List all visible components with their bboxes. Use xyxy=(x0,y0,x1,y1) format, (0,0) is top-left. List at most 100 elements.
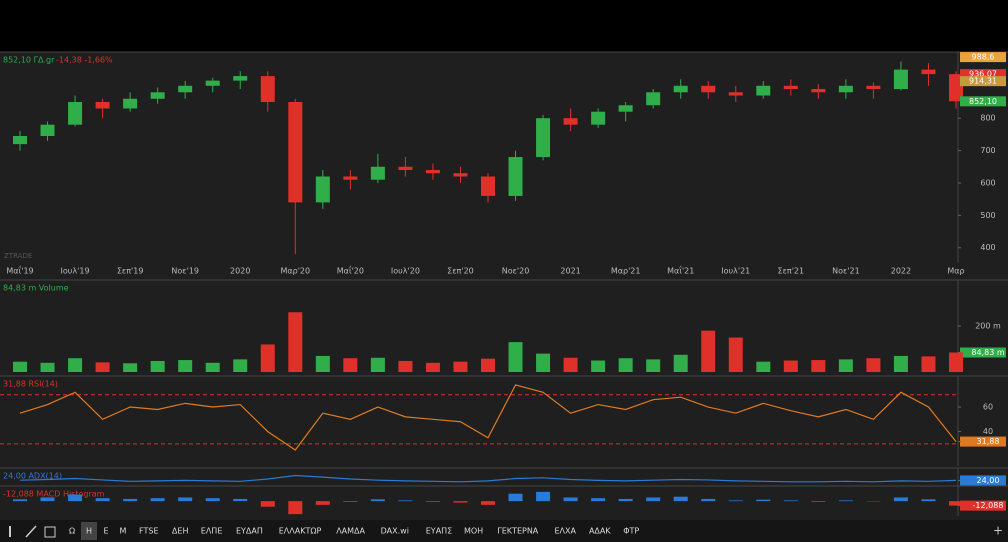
x-tick-label: Μαρ xyxy=(947,267,964,276)
candle-body xyxy=(13,136,27,145)
toolbar-button[interactable]: DAX.wi xyxy=(381,527,409,536)
x-tick-label: Μαΐ'20 xyxy=(337,265,364,276)
candle-body xyxy=(453,173,468,177)
histogram-bar xyxy=(343,501,358,502)
candle-body xyxy=(40,124,55,137)
price-marker xyxy=(960,76,1006,87)
candle-body xyxy=(260,76,275,102)
histogram-bar xyxy=(178,497,193,502)
toolbar-icon-grid xyxy=(44,526,56,538)
toolbar-button[interactable]: ΕΛΠΕ xyxy=(201,527,223,536)
toolbar-button[interactable]: H xyxy=(86,527,92,536)
histogram-bar xyxy=(260,501,275,507)
title-change: -14,38 -1,66% xyxy=(56,56,113,65)
candle-body xyxy=(701,85,716,93)
histogram-bar xyxy=(315,501,330,505)
volume-bar xyxy=(370,357,385,372)
histogram-bar xyxy=(150,498,165,502)
x-tick-label: Σεπ'20 xyxy=(447,267,474,276)
y-tick-label: 31,88 xyxy=(977,437,1000,446)
histogram-bar xyxy=(536,491,551,502)
toolbar-button[interactable]: ΕΥΔΑΠ xyxy=(236,527,263,536)
volume-bar xyxy=(673,354,688,372)
toolbar-button[interactable]: ΑΔΑΚ xyxy=(589,527,611,536)
y-tick-label: 40 xyxy=(983,427,993,436)
histogram-bar xyxy=(563,497,578,502)
watermark: ZTRADE xyxy=(4,252,32,260)
candle-body xyxy=(150,92,165,99)
candle-body xyxy=(563,118,578,125)
volume-bar xyxy=(40,362,55,372)
candle-body xyxy=(949,74,963,102)
histogram-bar xyxy=(95,498,110,502)
y-tick-label: 700 xyxy=(980,146,995,155)
toolbar-button[interactable]: Ω xyxy=(69,527,75,536)
y-tick-label: 24,00 xyxy=(977,476,1000,485)
y-tick-label: 800 xyxy=(980,114,995,123)
indicator-line xyxy=(19,474,957,483)
y-tick-label: 500 xyxy=(980,211,995,220)
candle-body xyxy=(481,176,495,196)
toolbar-button[interactable]: ΜΟΗ xyxy=(464,527,483,536)
toolbar-button[interactable]: ΓΕΚΤΕΡΝΑ xyxy=(497,527,539,536)
candle-body xyxy=(178,85,193,93)
candle-body xyxy=(591,111,606,125)
volume-bar xyxy=(123,363,138,372)
x-tick-label: Νοε'19 xyxy=(171,267,199,276)
toolbar-button[interactable]: ΔΕΗ xyxy=(172,527,189,536)
volume-bar xyxy=(756,361,771,372)
histogram-bar xyxy=(425,501,440,502)
candle-body xyxy=(343,176,358,180)
candle-body xyxy=(95,101,110,109)
candle-body xyxy=(370,166,385,180)
x-tick-label: Ιουλ'20 xyxy=(391,267,420,276)
toolbar-button[interactable]: E xyxy=(103,527,108,536)
histogram-bar xyxy=(233,498,248,502)
y-tick-label: 200 m xyxy=(975,322,1001,331)
volume-bar xyxy=(481,358,495,372)
candle-body xyxy=(288,101,303,203)
panel-title: 31,88 RSI(14) xyxy=(3,380,58,389)
toolbar-button[interactable]: ΕΥΑΠΣ xyxy=(426,527,452,536)
panel-title: 84,83 m Volume xyxy=(3,284,69,293)
candle-body xyxy=(893,69,908,90)
candle-body xyxy=(398,166,413,171)
candle-body xyxy=(68,101,83,125)
histogram-bar xyxy=(783,500,798,502)
toolbar-button[interactable]: FTSE xyxy=(139,527,158,536)
histogram-bar xyxy=(618,498,633,502)
candle-body xyxy=(866,85,881,90)
x-tick-label: Ιουλ'21 xyxy=(721,267,750,276)
candle-body xyxy=(233,76,248,81)
volume-bar xyxy=(563,357,578,372)
last-value-box xyxy=(960,500,1006,511)
x-tick-label: Νοε'20 xyxy=(502,267,530,276)
x-tick-label: 2021 xyxy=(560,267,580,276)
header-band xyxy=(0,0,1008,52)
histogram-bar xyxy=(591,498,606,502)
price-marker xyxy=(960,52,1006,63)
volume-bar xyxy=(13,361,27,372)
volume-bar xyxy=(618,358,633,372)
x-tick-label: Μαρ'21 xyxy=(611,267,641,276)
last-value-box xyxy=(960,436,1006,447)
candle-body xyxy=(783,85,798,90)
x-tick-label: Ιουλ'19 xyxy=(61,267,90,276)
volume-bar xyxy=(949,352,963,372)
volume-bar xyxy=(838,359,853,372)
toolbar-button[interactable]: M xyxy=(120,527,127,536)
toolbar-button[interactable]: ΕΛΛΑΚΤΩΡ xyxy=(279,527,322,536)
toolbar-button[interactable]: ΛΑΜΔΑ xyxy=(336,527,365,536)
price-marker xyxy=(960,69,1006,80)
candle-body xyxy=(123,98,138,109)
toolbar-button[interactable]: ΕΛΧΑ xyxy=(554,527,576,536)
toolbar-button-active xyxy=(81,522,97,540)
histogram-bar xyxy=(370,499,385,502)
toolbar-button[interactable]: ΦΤΡ xyxy=(623,527,639,536)
volume-bar xyxy=(591,360,606,372)
histogram-bar xyxy=(811,501,826,502)
last-value-box xyxy=(960,475,1006,486)
volume-bar xyxy=(343,358,358,372)
y-tick-label: 400 xyxy=(980,243,995,252)
candle-body xyxy=(838,85,853,93)
